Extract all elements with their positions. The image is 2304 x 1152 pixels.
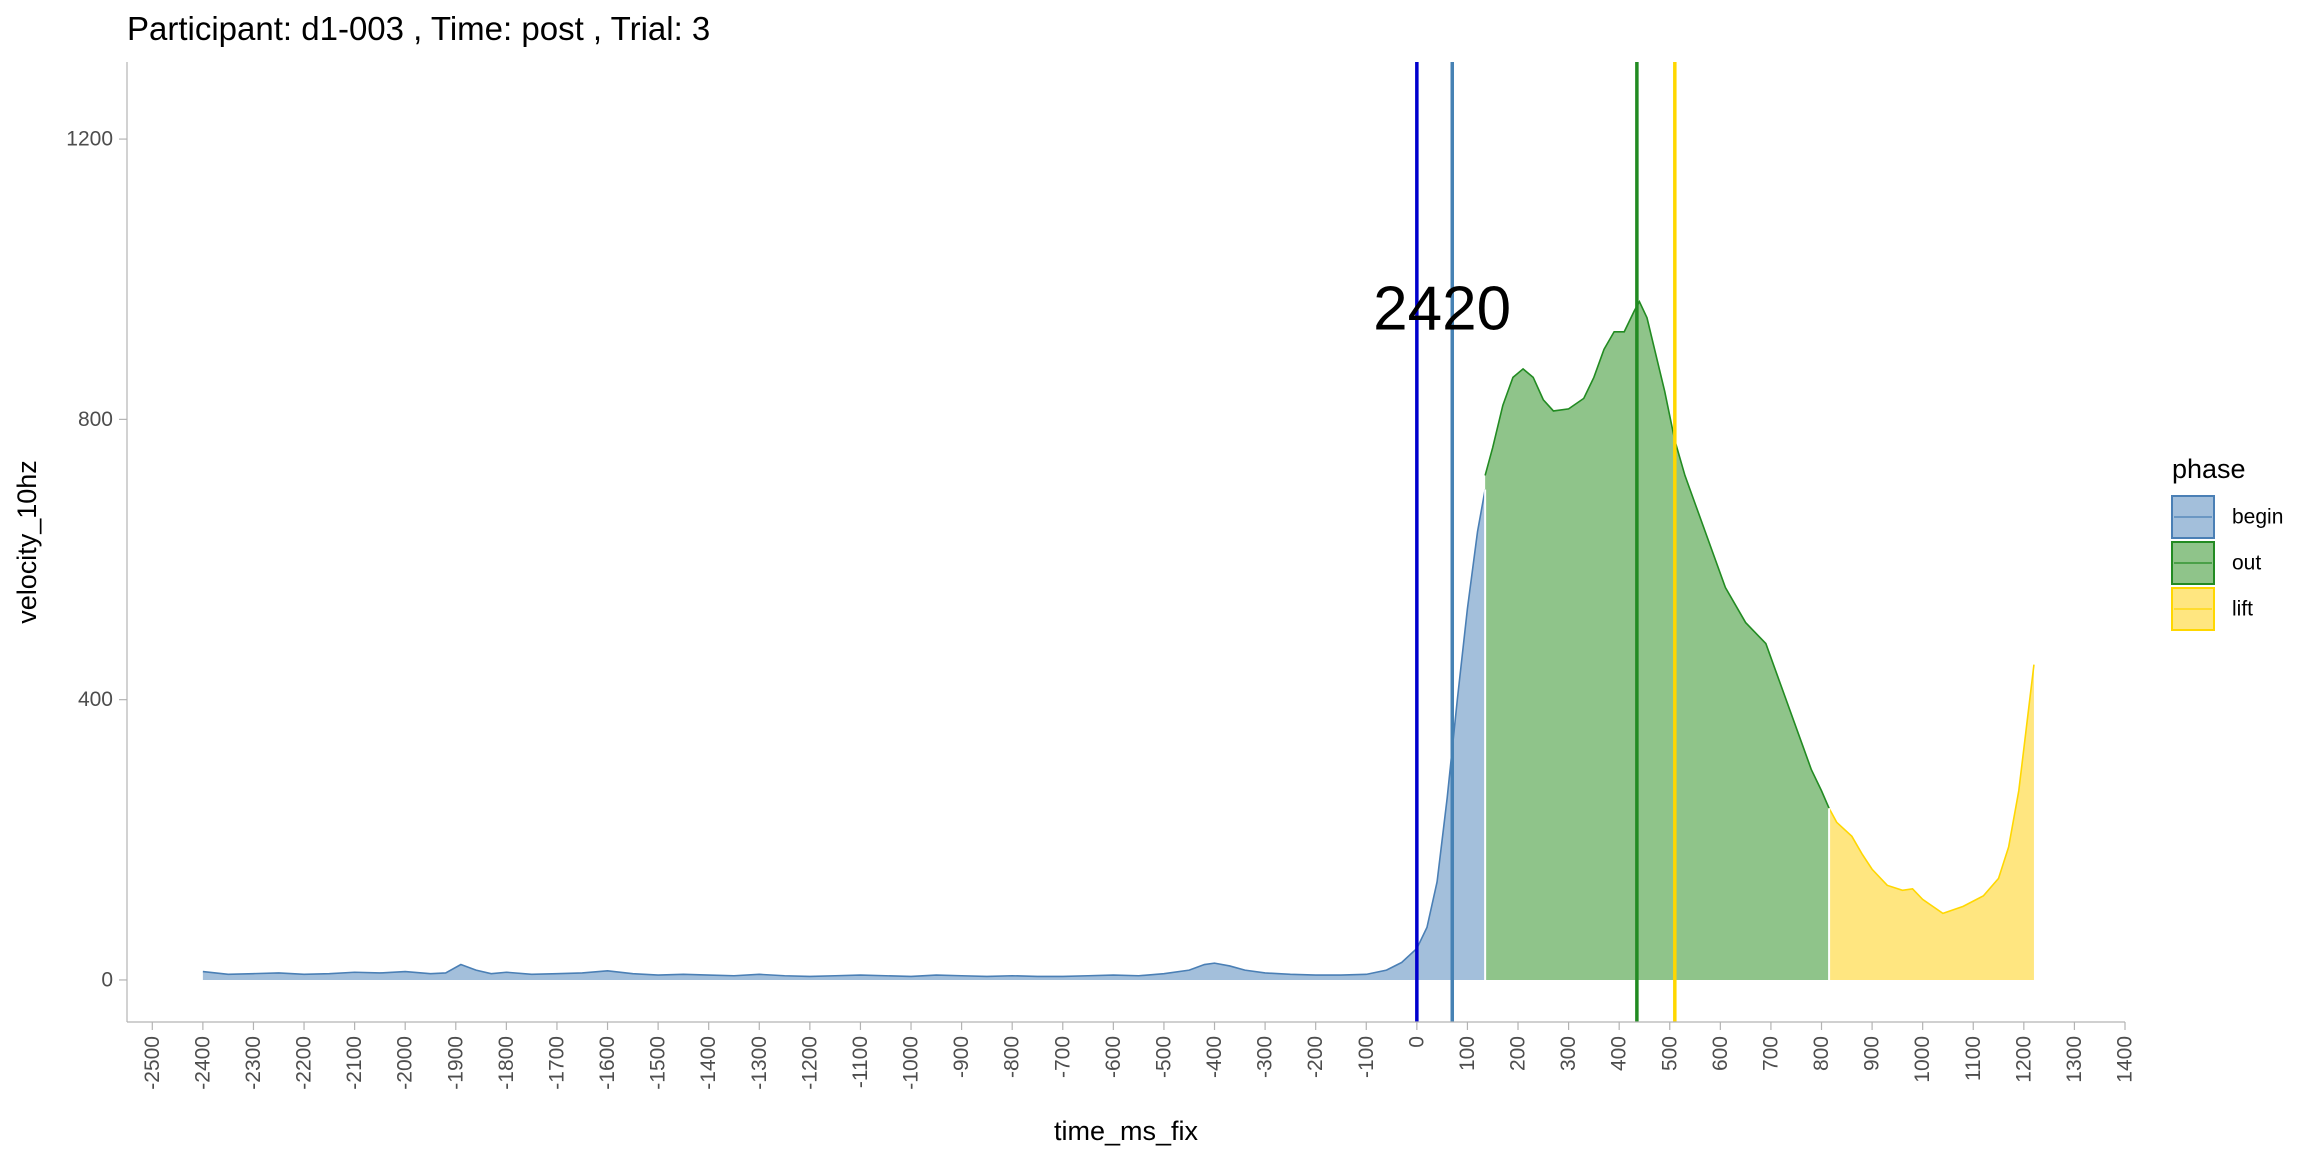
x-tick-label: -200 [1304,1036,1327,1078]
x-tick-label: -1000 [900,1036,923,1090]
legend-label-out: out [2232,552,2261,575]
x-tick-label: -500 [1152,1036,1175,1078]
area-begin [202,489,1486,980]
x-tick-label: -400 [1203,1036,1226,1078]
x-axis-title: time_ms_fix [1054,1116,1199,1146]
line-out [1484,299,1830,809]
x-tick-label: -1200 [798,1036,821,1090]
area-lift [1829,664,2034,980]
x-tick-label: -1700 [545,1036,568,1090]
x-tick-label: -2400 [191,1036,214,1090]
chart-title: Participant: d1-003 , Time: post , Trial… [127,10,710,47]
legend-label-begin: begin [2232,506,2283,529]
y-tick-label: 800 [78,408,113,431]
vline-layer [1415,62,1677,1022]
line-begin [202,489,1486,978]
area-layer [202,299,2035,980]
x-tick-label: 1400 [2114,1036,2137,1083]
x-tick-label: -2300 [242,1036,265,1090]
x-tick-label: -2500 [141,1036,164,1090]
x-tick-label: -2000 [394,1036,417,1090]
legend: phase begin out lift [2171,454,2283,631]
x-tick-label: 400 [1608,1036,1631,1071]
x-tick-label: 500 [1658,1036,1681,1071]
x-tick-label: 1200 [2012,1036,2035,1083]
y-tick-label: 1200 [66,128,113,151]
x-tick-label: 0 [1405,1036,1428,1048]
y-tick-label: 0 [101,968,113,991]
x-tick-label: -100 [1355,1036,1378,1078]
x-tick-label: 700 [1759,1036,1782,1071]
x-tick-label: -1600 [596,1036,619,1090]
line-lift [1828,664,2035,915]
x-tick-label: -1800 [495,1036,518,1090]
x-tick-label: 1300 [2063,1036,2086,1083]
x-tick-label: -2200 [293,1036,316,1090]
x-tick-label: 100 [1456,1036,1479,1071]
x-tick-label: -1400 [697,1036,720,1090]
y-tick-label: 400 [78,688,113,711]
x-tick-label: 900 [1861,1036,1884,1071]
x-tick-label: -300 [1254,1036,1277,1078]
x-tick-label: -600 [1102,1036,1125,1078]
x-tick-label: -1900 [444,1036,467,1090]
area-out [1485,301,1830,980]
x-tick-label: 1000 [1911,1036,1934,1083]
x-tick-label: 800 [1810,1036,1833,1071]
x-tick-label: -1300 [748,1036,771,1090]
x-tick-label: -1500 [647,1036,670,1090]
legend-title: phase [2172,454,2246,484]
x-tick-label: -900 [950,1036,973,1078]
x-tick-label: -800 [1001,1036,1024,1078]
x-tick-label: 300 [1557,1036,1580,1071]
x-tick-label: 600 [1709,1036,1732,1071]
x-tick-label: -700 [1051,1036,1074,1078]
x-tick-label: -2100 [343,1036,366,1090]
x-tick-label: -1100 [849,1036,872,1088]
x-tick-label: 200 [1507,1036,1530,1071]
legend-label-lift: lift [2232,598,2253,621]
y-axis-title: velocity_10hz [12,460,42,624]
x-tick-label: 1100 [1962,1036,1985,1081]
axes: -2500 -2400 -2300 -2200 -2100 -2000 -1900 -1800… [66,62,2137,1090]
annotation-label: 2420 [1373,274,1511,343]
